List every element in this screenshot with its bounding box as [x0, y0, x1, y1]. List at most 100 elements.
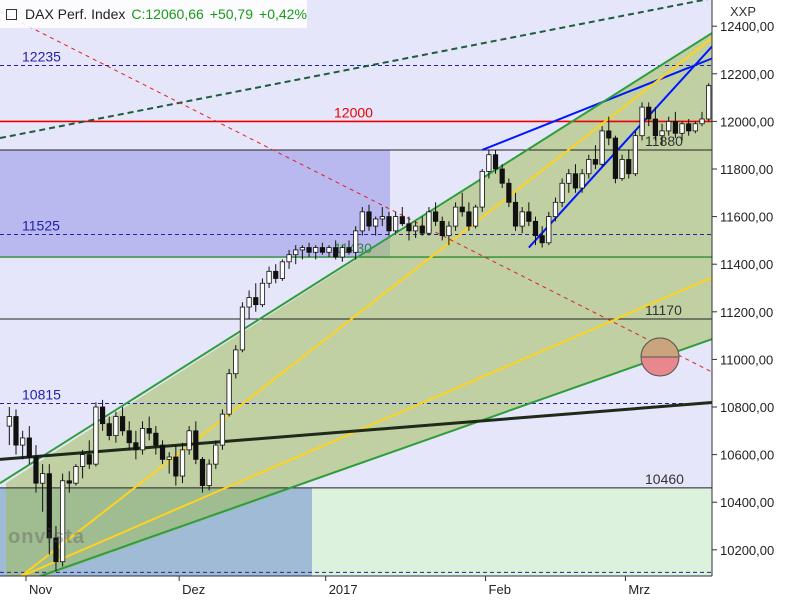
candle-body: [93, 406, 99, 465]
candle-body: [153, 432, 159, 446]
candle-body: [46, 473, 52, 539]
candle-body: [666, 120, 672, 132]
candle-10: [73, 464, 79, 486]
candle-97: [652, 107, 658, 141]
y-tick-label: 11600,00: [720, 210, 773, 225]
quote-close: C:12060,66: [131, 6, 204, 22]
candle-body: [40, 473, 46, 484]
candle-body: [359, 211, 365, 232]
resistance-zone-band: [0, 149, 390, 258]
candle-6: [46, 464, 52, 555]
candle-body: [20, 437, 26, 446]
candle-28: [193, 421, 199, 465]
candle-78: [526, 202, 532, 227]
candle-92: [619, 154, 625, 181]
candle-body: [53, 537, 59, 563]
candle-57: [386, 211, 392, 236]
candle-13: [93, 402, 99, 467]
candle-body: [486, 154, 492, 172]
y-tick-label: 10200,00: [720, 543, 774, 558]
candle-88: [592, 145, 599, 169]
candle-body: [699, 118, 705, 125]
candle-body: [452, 206, 459, 227]
candle-38: [259, 278, 266, 308]
candle-body: [159, 444, 166, 460]
candle-25: [173, 445, 179, 486]
candle-body: [679, 123, 685, 134]
level-label-11430: 11430: [334, 240, 372, 256]
candle-82: [552, 197, 559, 222]
candle-body: [626, 159, 632, 175]
candle-body: [379, 216, 385, 220]
level-label-11880: 11880: [645, 133, 683, 149]
checkbox-icon[interactable]: [6, 8, 17, 20]
candle-86: [579, 168, 585, 193]
candle-105: [706, 83, 712, 122]
candle-102: [686, 119, 692, 136]
chart-header: DAX Perf. Index C:12060,66 +50,79 +0,42%: [0, 0, 307, 28]
candle-37: [253, 283, 259, 312]
candle-18: [126, 421, 132, 450]
candle-85: [572, 164, 579, 193]
candle-96: [646, 102, 652, 127]
candle-100: [672, 111, 678, 139]
candle-body: [446, 225, 452, 237]
candle-21: [146, 416, 152, 441]
candle-50: [339, 245, 345, 262]
instrument-name: DAX Perf. Index: [25, 6, 126, 22]
candle-body: [286, 254, 292, 263]
x-tick-label: 2017: [329, 582, 358, 597]
candle-body: [466, 211, 472, 227]
candle-body: [206, 463, 212, 486]
candle-63: [426, 207, 432, 236]
candle-body: [133, 442, 139, 451]
candle-98: [659, 123, 665, 146]
candle-body: [339, 247, 345, 258]
candle-67: [452, 202, 459, 231]
candle-body: [586, 159, 592, 175]
candle-65: [439, 216, 445, 241]
candle-body: [492, 154, 499, 170]
x-tick-label: Nov: [29, 582, 53, 597]
candle-body: [386, 216, 392, 232]
candle-body: [226, 373, 232, 415]
candle-2: [20, 430, 26, 460]
candle-93: [626, 149, 632, 179]
candle-64: [432, 202, 439, 227]
candle-body: [399, 216, 405, 225]
candle-20: [139, 421, 146, 455]
candle-body: [393, 216, 399, 232]
candle-body: [99, 406, 106, 425]
candle-body: [219, 413, 226, 446]
candle-body: [366, 211, 372, 227]
candle-87: [586, 154, 592, 179]
candle-body: [566, 173, 572, 184]
candle-89: [599, 126, 605, 167]
candle-body: [659, 130, 665, 137]
candle-71: [479, 168, 485, 212]
candle-body: [672, 120, 678, 134]
candle-4: [33, 445, 39, 493]
candle-79: [532, 216, 539, 246]
candle-body: [499, 168, 505, 184]
x-tick-label: Dez: [182, 582, 205, 597]
candle-body: [326, 247, 332, 253]
candle-body: [13, 416, 19, 446]
candle-body: [646, 106, 652, 120]
candle-35: [239, 302, 246, 353]
candle-body: [472, 206, 479, 227]
candle-94: [632, 130, 639, 177]
candle-body: [612, 137, 619, 179]
candle-body: [146, 428, 152, 434]
level-label-11170: 11170: [645, 302, 682, 318]
candle-body: [519, 211, 525, 227]
quote-change-abs: +50,79: [209, 6, 254, 22]
candle-body: [692, 123, 698, 132]
candle-59: [399, 207, 405, 227]
candle-body: [652, 118, 658, 137]
candle-14: [99, 399, 106, 431]
candle-body: [73, 466, 79, 484]
candle-body: [60, 480, 66, 563]
